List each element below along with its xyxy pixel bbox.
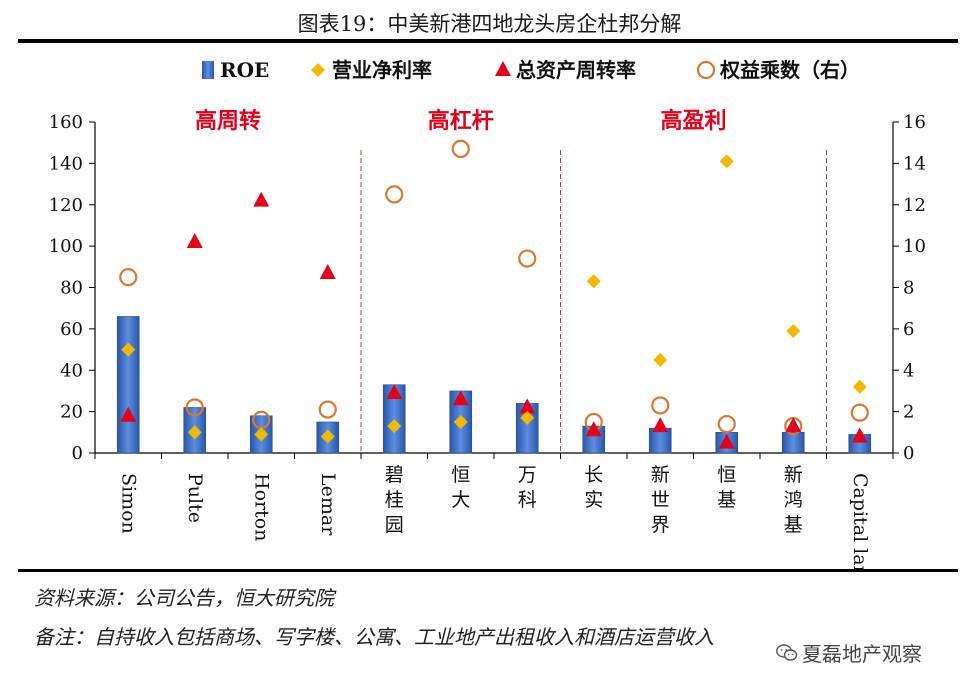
asset-turnover-point (652, 417, 669, 433)
net-margin-point (187, 425, 202, 440)
legend-asset-turnover-label: 总资产周转率 (516, 58, 636, 82)
x-tick-label: Capital land (849, 473, 871, 570)
x-tick-label: 万科 (518, 464, 537, 511)
x-tick-label: Simon (117, 473, 139, 534)
right-tick-label: 4 (903, 360, 914, 381)
equity-multiplier-point (850, 403, 869, 422)
roe-bar (116, 316, 140, 454)
asset-turnover-point (253, 191, 270, 207)
net-margin-point (254, 427, 269, 442)
wechat-icon (776, 643, 798, 661)
watermark-text: 夏磊地产观察 (802, 642, 922, 666)
net-margin-point (387, 419, 402, 434)
left-tick-label: 0 (72, 443, 83, 464)
asset-turnover-point (452, 390, 469, 406)
right-tick-label: 12 (903, 195, 926, 216)
group-label: 高盈利 (660, 108, 726, 134)
net-margin-point (453, 414, 468, 429)
left-tick-label: 40 (60, 360, 83, 381)
x-tick-label: 新鸿基 (784, 464, 803, 536)
legend-net-margin-label: 营业净利率 (332, 58, 432, 82)
source-note: 资料来源：公司公告，恒大研究院 (34, 586, 334, 610)
x-tick-label: 恒基 (717, 464, 736, 511)
equity-multiplier-point (518, 249, 537, 268)
x-tick-label: Pulte (184, 473, 206, 523)
right-tick-label: 14 (903, 153, 926, 174)
right-tick-label: 10 (903, 236, 926, 257)
left-tick-label: 100 (49, 236, 83, 257)
net-margin-point (520, 410, 535, 425)
net-margin-point (586, 274, 601, 289)
bottom-rule (18, 569, 958, 572)
asset-turnover-point (718, 433, 735, 449)
asset-turnover-point (519, 398, 536, 414)
right-tick-label: 0 (903, 443, 914, 464)
left-tick-label: 160 (49, 112, 83, 133)
right-tick-label: 8 (903, 278, 914, 299)
left-tick-label: 120 (49, 195, 83, 216)
equity-multiplier-point (651, 396, 670, 415)
left-tick-label: 140 (49, 153, 83, 174)
legend-net-margin-marker (311, 63, 325, 77)
net-margin-point (719, 154, 734, 169)
right-tick-label: 16 (903, 112, 926, 133)
x-tick-label: 新世界 (651, 464, 670, 536)
asset-turnover-point (319, 264, 336, 280)
asset-turnover-point (585, 421, 602, 437)
watermark: 夏磊地产观察 (772, 638, 926, 667)
equity-multiplier-point (318, 400, 337, 419)
chart: 0 20 40 60 80 100 120 140 160 0 2 4 6 8 10 12 14 16 Simon P… (49, 58, 926, 570)
equity-multiplier-point (717, 414, 736, 434)
legend-equity-multiplier-label: 权益乘数（右） (719, 58, 860, 82)
net-margin-point (852, 379, 867, 394)
asset-turnover-point (851, 427, 868, 443)
remark-note: 备注：自持收入包括商场、写字楼、公寓、工业地产出租收入和酒店运营收入 (34, 625, 714, 649)
roe-bar (781, 432, 805, 454)
equity-multiplier-point (119, 268, 138, 287)
right-tick-label: 6 (903, 319, 914, 340)
asset-turnover-point (386, 384, 403, 400)
x-tick-label: 碧桂园 (385, 464, 404, 536)
equity-multiplier-point (185, 398, 204, 417)
x-tick-label: 长实 (584, 464, 603, 511)
legend-roe-swatch (202, 61, 214, 79)
asset-turnover-point (186, 232, 203, 248)
chart-title: 图表19：中美新港四地龙头房企杜邦分解 (297, 12, 682, 36)
left-tick-label: 80 (60, 278, 83, 299)
asset-turnover-point (120, 406, 137, 422)
left-tick-label: 20 (60, 402, 83, 423)
net-margin-point (786, 323, 801, 338)
equity-multiplier-point (451, 139, 470, 158)
net-margin-point (121, 342, 136, 357)
net-margin-point (320, 429, 335, 444)
legend-asset-turnover-marker (495, 61, 511, 76)
x-tick-label: 恒大 (451, 464, 470, 511)
right-tick-label: 2 (903, 402, 914, 423)
legend-roe-label: ROE (220, 58, 269, 82)
x-tick-label: Lemar (317, 473, 339, 536)
equity-multiplier-point (385, 185, 404, 204)
top-rule (18, 39, 958, 43)
group-label: 高周转 (195, 108, 261, 134)
group-label: 高杠杆 (428, 108, 494, 134)
left-tick-label: 60 (60, 319, 83, 340)
x-tick-label: Horton (250, 473, 272, 541)
asset-turnover-point (785, 417, 802, 433)
net-margin-point (653, 352, 668, 367)
legend-equity-multiplier-marker (696, 60, 716, 80)
